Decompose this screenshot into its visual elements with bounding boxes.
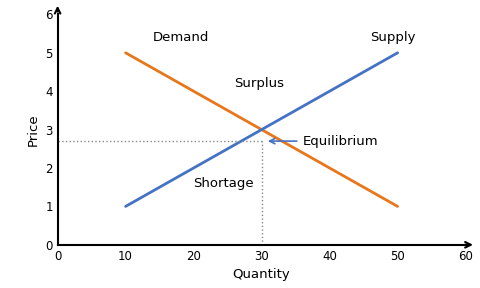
X-axis label: Quantity: Quantity [233,268,290,281]
Text: Equilibrium: Equilibrium [270,134,378,148]
Text: Supply: Supply [371,31,416,44]
Text: Demand: Demand [153,31,209,44]
Text: Shortage: Shortage [193,177,254,190]
Y-axis label: Price: Price [27,113,40,146]
Text: Surplus: Surplus [234,77,284,90]
